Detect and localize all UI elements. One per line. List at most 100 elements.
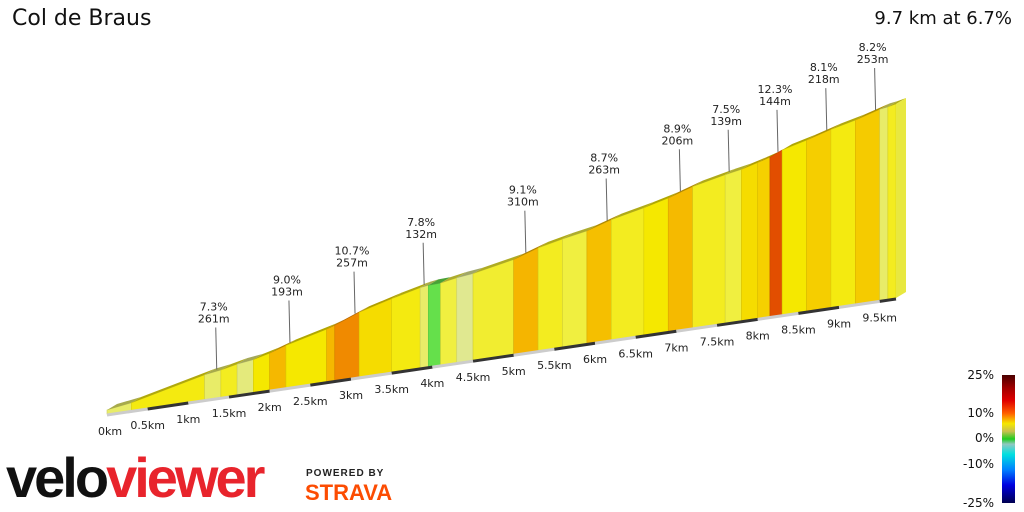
x-tick-label: 4km [420,377,444,390]
gradient-segment [781,139,807,316]
x-tick-label: 4.5km [456,371,491,384]
segment-top-face [456,267,484,278]
gradient-segment [887,103,897,300]
x-tick-label: 5.5km [537,359,572,372]
annotation-leader-line [727,129,730,172]
annotation-leader-line [422,242,425,285]
gradient-segment [391,287,421,373]
annotation-leader-line [605,178,608,221]
x-tick-label: 3.5km [374,383,409,396]
profile-end-face [896,98,906,298]
distance-axis-segment [228,389,270,399]
annotation-leader-line [874,67,877,110]
distance-axis-segment [676,323,718,333]
segment-top-face [806,123,841,141]
x-tick-label: 9km [827,317,851,330]
distance-axis-segment [350,371,392,381]
legend-label-10: 10% [967,406,994,420]
gradient-segment [741,162,759,322]
x-tick-label: 7.5km [700,335,735,348]
annotation-length: 261m [198,312,230,325]
segment-top-face [204,364,231,375]
annotation-leader-line [776,109,779,152]
gradient-segment [562,230,588,348]
segment-top-face [420,279,439,288]
distance-axis-segment [472,353,514,363]
gradient-segment [326,324,336,383]
gradient-segment [358,298,392,378]
segment-top-face [741,156,768,170]
logo-viewer: viewer [106,446,265,509]
x-tick-label: 0km [98,425,122,438]
segment-top-face [220,358,248,371]
segment-top-face [285,323,337,346]
gradient-segment [285,328,327,389]
gradient-segment [830,119,856,308]
climb-summary: 9.7 km at 6.7% [874,8,1012,29]
logo-velo: velo [6,446,109,509]
distance-axis-segment [879,297,897,303]
gradient-segment [586,219,612,344]
legend-label-0: 0% [974,431,994,445]
distance-axis-segment [188,395,230,405]
annotation-gradient: 12.3% [758,83,793,96]
strava-logo[interactable]: STRAVA [305,480,393,505]
annotation-length: 206m [662,134,694,147]
segment-top-face [782,134,817,151]
distance-axis-segment [635,329,677,339]
distance-axis-segment [554,341,596,351]
powered-by-label: POWERED BY [306,468,385,479]
segment-top-face [879,100,898,110]
annotation-leader-line [524,210,527,253]
gradient-segment [757,156,771,319]
x-tick-label: 6.5km [618,347,653,360]
annotation-length: 310m [507,196,539,209]
segment-top-face [757,151,780,163]
annotation-leader-line [825,88,828,131]
x-tick-label: 8km [746,329,770,342]
x-tick-label: 2km [258,401,282,414]
gradient-segment [806,129,832,312]
legend-label-minus25: -25% [962,496,994,510]
segment-top-face [473,253,524,274]
segment-top-face [562,225,597,240]
legend-label-25: 25% [967,368,994,382]
segment-top-face [538,233,573,248]
segment-top-face [513,241,549,260]
segment-top-face [830,114,866,130]
gradient-segment [472,259,515,361]
segment-top-face [586,213,622,232]
gradient-segment [204,369,222,400]
distance-axis-segment [432,359,474,369]
annotation-gradient: 10.7% [335,245,370,258]
gradient-segment [513,247,539,355]
segment-top-face [440,271,467,284]
distance-axis-segment [594,335,636,345]
x-tick-label: 7km [664,341,688,354]
segment-top-face [391,281,431,299]
gradient-segment [769,149,783,317]
annotation-gradient: 8.7% [590,152,618,165]
gradient-segment [879,106,889,301]
annotation-length: 253m [857,53,889,66]
distance-axis-segment [391,365,433,375]
page-title: Col de Braus [12,6,152,31]
x-tick-label: 8.5km [781,323,816,336]
gradient-segment [537,238,563,351]
annotation-length: 218m [808,73,840,86]
distance-axis-segment [513,347,555,357]
segment-top-face [237,353,264,365]
veloviewer-logo[interactable]: veloviewer [6,446,265,509]
x-tick-label: 9.5km [862,311,897,324]
gradient-segment [724,169,742,324]
segment-top-face [253,347,280,360]
gradient-segment [236,359,254,396]
distance-axis-segment [106,407,148,417]
annotation-gradient: 7.5% [712,103,740,116]
x-tick-label: 6km [583,353,607,366]
annotation-leader-line [288,300,291,343]
annotation-length: 263m [588,164,620,177]
segment-top-face [769,144,793,158]
segment-top-face [107,396,142,410]
segment-top-face [643,192,679,208]
